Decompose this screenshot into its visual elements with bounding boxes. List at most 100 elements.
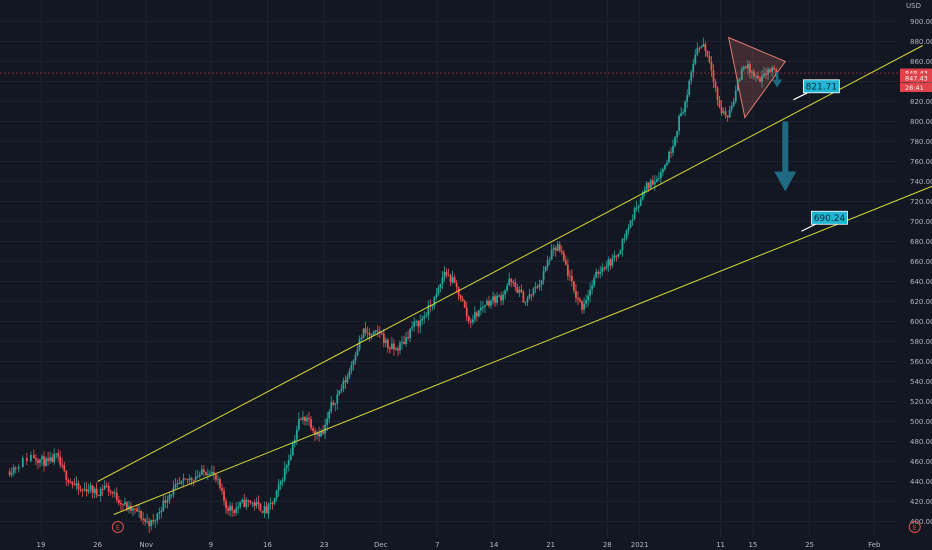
candle-body	[328, 411, 331, 419]
candle-body	[158, 512, 161, 514]
candle-body	[419, 320, 422, 327]
candle-body	[253, 502, 256, 507]
candle-body	[625, 230, 628, 239]
candle-body	[128, 505, 130, 510]
candle-body	[302, 417, 304, 420]
candle-body	[251, 502, 254, 504]
candle-body	[550, 249, 553, 260]
candle-body	[710, 62, 713, 71]
candle-body	[279, 481, 282, 485]
candle-body	[475, 312, 478, 317]
candle-body	[552, 247, 555, 250]
candle-body	[647, 182, 650, 189]
candle-body	[718, 100, 721, 107]
candle-body	[653, 181, 656, 185]
candle-body	[368, 333, 371, 336]
candle-body	[259, 503, 262, 512]
price-badge	[900, 83, 932, 92]
lower-channel-line[interactable]	[113, 184, 932, 515]
time-axis[interactable]: 19 26 Nov 9 16 23 Dec 7 14 21 28 2021 11 15 25 Feb	[37, 541, 881, 549]
triangle-pattern[interactable]	[727, 36, 787, 119]
price-tick-label: 780.00	[910, 138, 932, 146]
candle-body	[748, 64, 751, 73]
candle-body	[763, 73, 765, 77]
time-tick-label: 19	[37, 541, 46, 549]
earnings-marker-icon[interactable]	[111, 521, 124, 533]
candle-body	[532, 288, 535, 295]
candle-body	[372, 331, 375, 335]
candle-body	[611, 258, 614, 266]
arrow-head	[774, 171, 797, 192]
candle-body	[534, 286, 537, 289]
earnings-marker-icon[interactable]	[908, 521, 921, 533]
candle-body	[568, 275, 571, 277]
drawings: 821.71 690.24	[0, 36, 932, 515]
upper-channel-line[interactable]	[97, 45, 924, 482]
candle-body	[571, 276, 573, 282]
candle-body	[99, 488, 102, 496]
candle-body	[714, 81, 717, 88]
candle-body	[285, 465, 288, 469]
candle-body	[672, 145, 674, 153]
candle-body	[512, 282, 515, 284]
candle-body	[168, 494, 171, 501]
candle-body	[283, 468, 286, 481]
candle-body	[447, 275, 450, 277]
candle-body	[633, 207, 636, 220]
large-down-arrow[interactable]	[774, 121, 797, 192]
candle-body	[239, 501, 242, 507]
price-tick-label: 460.00	[910, 458, 932, 466]
price-tick-label: 620.00	[910, 298, 932, 306]
candle-body	[186, 478, 189, 481]
candle-body	[556, 244, 559, 251]
candle-body	[261, 511, 264, 513]
price-tick-label: 560.00	[910, 358, 932, 366]
candle-body	[255, 502, 258, 507]
candle-body	[119, 503, 122, 505]
candle-body	[479, 307, 482, 311]
candle-body	[526, 298, 529, 302]
candle-body	[463, 301, 466, 308]
candle-body	[312, 428, 314, 431]
candle-body	[17, 466, 20, 469]
candle-body	[666, 162, 668, 166]
price-tick-label: 500.00	[910, 418, 932, 426]
time-tick-label: 26	[93, 541, 102, 549]
candle-body	[769, 69, 772, 72]
candle-body	[453, 277, 456, 283]
candle-body	[728, 109, 731, 118]
candle-body	[607, 259, 610, 267]
candle-body	[599, 272, 602, 274]
price-tick-label: 660.00	[910, 258, 932, 266]
candle-body	[291, 443, 294, 456]
candle-body	[445, 272, 448, 276]
target-label[interactable]: 821.71	[793, 79, 840, 101]
price-tick-label: 900.00	[910, 18, 932, 26]
candle-body	[362, 328, 365, 338]
candle-body	[182, 478, 185, 481]
price-badge	[900, 68, 932, 78]
price-tick-label: 640.00	[910, 278, 932, 286]
candle-body	[176, 482, 179, 485]
candle-body	[605, 266, 608, 269]
candle-body	[384, 339, 387, 344]
small-down-arrow[interactable]	[772, 72, 783, 88]
candle-body	[277, 484, 280, 491]
candle-body	[138, 510, 140, 512]
candle-body	[641, 191, 644, 200]
time-tick-label: Feb	[868, 541, 881, 549]
candle-body	[601, 267, 604, 273]
candle-body	[124, 502, 126, 505]
price-tick-label: 600.00	[910, 318, 932, 326]
candle-body	[528, 294, 531, 299]
candle-body	[530, 294, 533, 296]
candle-body	[263, 506, 266, 513]
candle-body	[43, 456, 45, 466]
candle-body	[435, 294, 438, 298]
candle-body	[643, 189, 646, 192]
candle-body	[623, 238, 626, 240]
target-label[interactable]: 690.24	[801, 210, 848, 232]
candle-body	[520, 289, 523, 292]
